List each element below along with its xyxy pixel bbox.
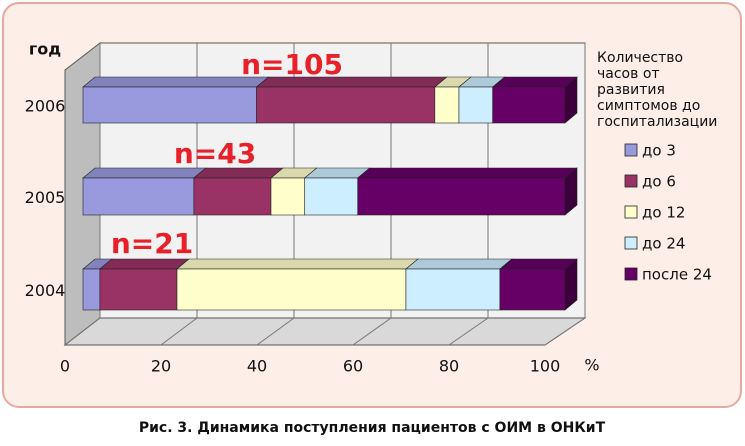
floor-grid-line bbox=[352, 317, 392, 346]
legend-title: Количество bbox=[597, 50, 683, 66]
bar-side bbox=[564, 258, 578, 311]
bar bbox=[176, 268, 407, 311]
x-tick-label: 40 bbox=[247, 357, 267, 376]
bar bbox=[193, 177, 272, 216]
bar bbox=[82, 86, 257, 124]
x-tick-label: 0 bbox=[60, 357, 70, 376]
bar bbox=[499, 268, 566, 311]
x-axis-label: % bbox=[584, 356, 599, 375]
legend-swatch bbox=[624, 143, 638, 157]
floor-grid-line bbox=[544, 317, 586, 346]
bar bbox=[458, 86, 493, 124]
bar-top bbox=[499, 258, 578, 270]
bar bbox=[270, 177, 306, 216]
bar bbox=[357, 177, 566, 216]
legend-title: развития bbox=[597, 82, 665, 98]
floor bbox=[63, 317, 587, 346]
floor-grid-line bbox=[448, 317, 489, 346]
bar-top bbox=[356, 167, 578, 179]
legend-title: часов от bbox=[597, 66, 660, 82]
annotation: n=105 bbox=[241, 48, 343, 81]
y-tick-label: 2004 bbox=[25, 281, 66, 300]
y-tick-label: 2006 bbox=[25, 97, 66, 116]
floor-grid-line bbox=[256, 317, 295, 346]
bar-top bbox=[99, 258, 190, 270]
bar bbox=[492, 86, 566, 124]
x-tick-label: 100 bbox=[530, 357, 561, 376]
x-tick-label: 80 bbox=[439, 357, 459, 376]
legend-swatch bbox=[624, 236, 638, 250]
legend-title: симптомов до bbox=[597, 98, 700, 114]
bar bbox=[304, 177, 359, 216]
floor-grid-line bbox=[160, 317, 198, 346]
caption: Рис. 3. Динамика поступления пациентов с… bbox=[139, 420, 606, 436]
x-tick-label: 20 bbox=[151, 357, 171, 376]
bar-side bbox=[564, 76, 578, 124]
legend-label: до 24 bbox=[642, 235, 685, 253]
bar bbox=[256, 86, 436, 124]
bar bbox=[405, 268, 501, 311]
bar-side bbox=[564, 167, 578, 216]
annotation: n=43 bbox=[174, 137, 256, 170]
legend-label: после 24 bbox=[642, 266, 712, 284]
bar bbox=[82, 177, 195, 216]
bar bbox=[434, 86, 460, 124]
legend-title: госпитализации bbox=[597, 114, 717, 130]
legend-label: до 6 bbox=[642, 173, 676, 191]
bar-top bbox=[176, 258, 419, 270]
bar-top bbox=[405, 258, 513, 270]
legend-swatch bbox=[624, 174, 638, 188]
floor-grid-line bbox=[64, 317, 101, 346]
x-tick-label: 60 bbox=[343, 357, 363, 376]
bar bbox=[99, 268, 178, 311]
bar-top bbox=[491, 76, 578, 88]
y-axis-label: год bbox=[29, 40, 61, 59]
legend-swatch bbox=[624, 267, 638, 281]
legend-label: до 3 bbox=[642, 142, 676, 160]
bar bbox=[82, 268, 101, 311]
legend-label: до 12 bbox=[642, 204, 685, 222]
legend-swatch bbox=[624, 205, 638, 219]
annotation: n=21 bbox=[111, 227, 193, 260]
y-tick-label: 2005 bbox=[25, 188, 66, 207]
